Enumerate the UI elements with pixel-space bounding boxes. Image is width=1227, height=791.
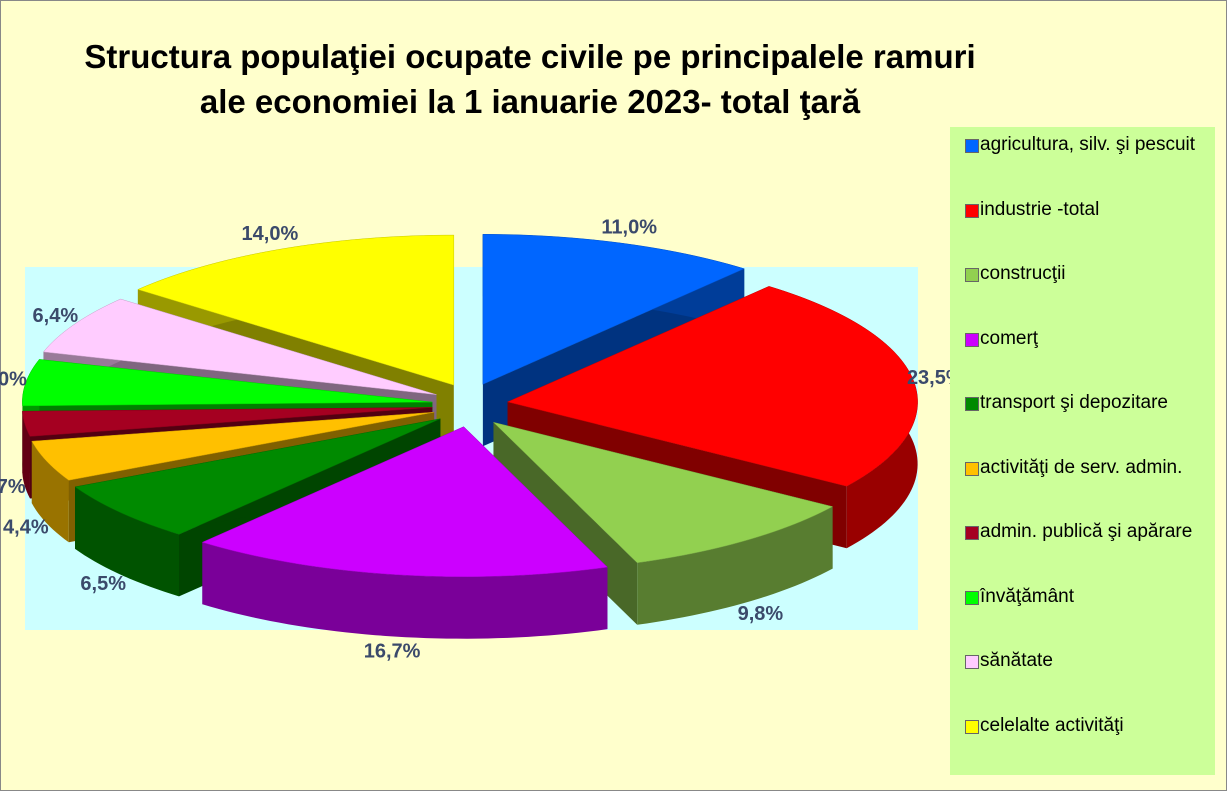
legend-swatch — [965, 655, 979, 669]
slice — [492, 421, 834, 564]
legend-swatch — [965, 332, 979, 347]
data-label: 2,7% — [0, 476, 26, 498]
slice — [22, 407, 433, 437]
legend-label: agricultura, silv. şi pescuit — [980, 134, 1196, 155]
legend-item: transport şi depozitare — [965, 389, 1210, 416]
legend-item: celelalte activităţi — [965, 712, 1210, 739]
legend-item: învăţământ — [965, 583, 1210, 610]
legend-label: construcţii — [980, 263, 1066, 284]
legend-item: agricultura, silv. şi pescuit — [965, 131, 1210, 158]
legend-label: învăţământ — [980, 585, 1074, 607]
legend-item: comerţ — [965, 325, 1210, 352]
legend: agricultura, silv. şi pescuit industrie -… — [950, 127, 1215, 775]
chart-title: Structura populaţiei ocupate civile pe p… — [84, 38, 976, 120]
data-label: 14,0% — [242, 223, 299, 245]
pie: 11,0% 23,5% 9,8% 16,7% 6,5% 4,4% 2,7% 5,0% 6,4% 1… — [0, 216, 964, 662]
legend-label: sănătate — [980, 650, 1053, 671]
legend-item: activităţi de serv. admin. — [965, 454, 1210, 481]
data-label: 6,4% — [33, 305, 79, 327]
legend-swatch — [965, 397, 979, 411]
data-label: 9,8% — [738, 603, 784, 625]
legend-label: admin. publică şi apărare — [980, 521, 1193, 542]
legend-item: construcţii — [965, 260, 1210, 287]
legend-swatch — [965, 719, 979, 734]
legend-swatch — [965, 590, 979, 605]
data-label: 23,5% — [907, 367, 964, 389]
legend-swatch — [965, 139, 979, 153]
legend-item: industrie -total — [965, 196, 1210, 223]
data-label: 4,4% — [3, 517, 49, 539]
data-label: 16,7% — [364, 641, 421, 663]
slice — [137, 234, 455, 386]
legend-label: comerţ — [980, 327, 1039, 349]
slice-side — [202, 542, 608, 639]
slice — [31, 411, 435, 481]
legend-swatch — [965, 461, 979, 476]
slice-side — [31, 441, 69, 543]
legend-swatch — [965, 268, 979, 282]
data-label: 11,0% — [601, 216, 657, 238]
data-label: 6,5% — [80, 573, 126, 595]
slice — [482, 234, 745, 385]
slice — [42, 298, 437, 395]
legend-label: celelalte activităţi — [980, 714, 1124, 736]
slice-side — [637, 506, 833, 625]
legend-swatch — [965, 526, 979, 540]
slice-side — [75, 486, 179, 597]
slice — [506, 286, 918, 487]
legend-label: activităţi de serv. admin. — [980, 456, 1183, 478]
legend-label: industrie -total — [980, 198, 1100, 220]
slice — [22, 359, 433, 407]
legend-label: transport şi depozitare — [980, 392, 1168, 413]
legend-item: sănătate — [965, 647, 1210, 674]
legend-item: admin. publică şi apărare — [965, 518, 1210, 545]
data-label: 5,0% — [0, 369, 27, 391]
slice — [201, 426, 608, 577]
legend-swatch — [965, 203, 979, 218]
slice — [74, 418, 441, 535]
